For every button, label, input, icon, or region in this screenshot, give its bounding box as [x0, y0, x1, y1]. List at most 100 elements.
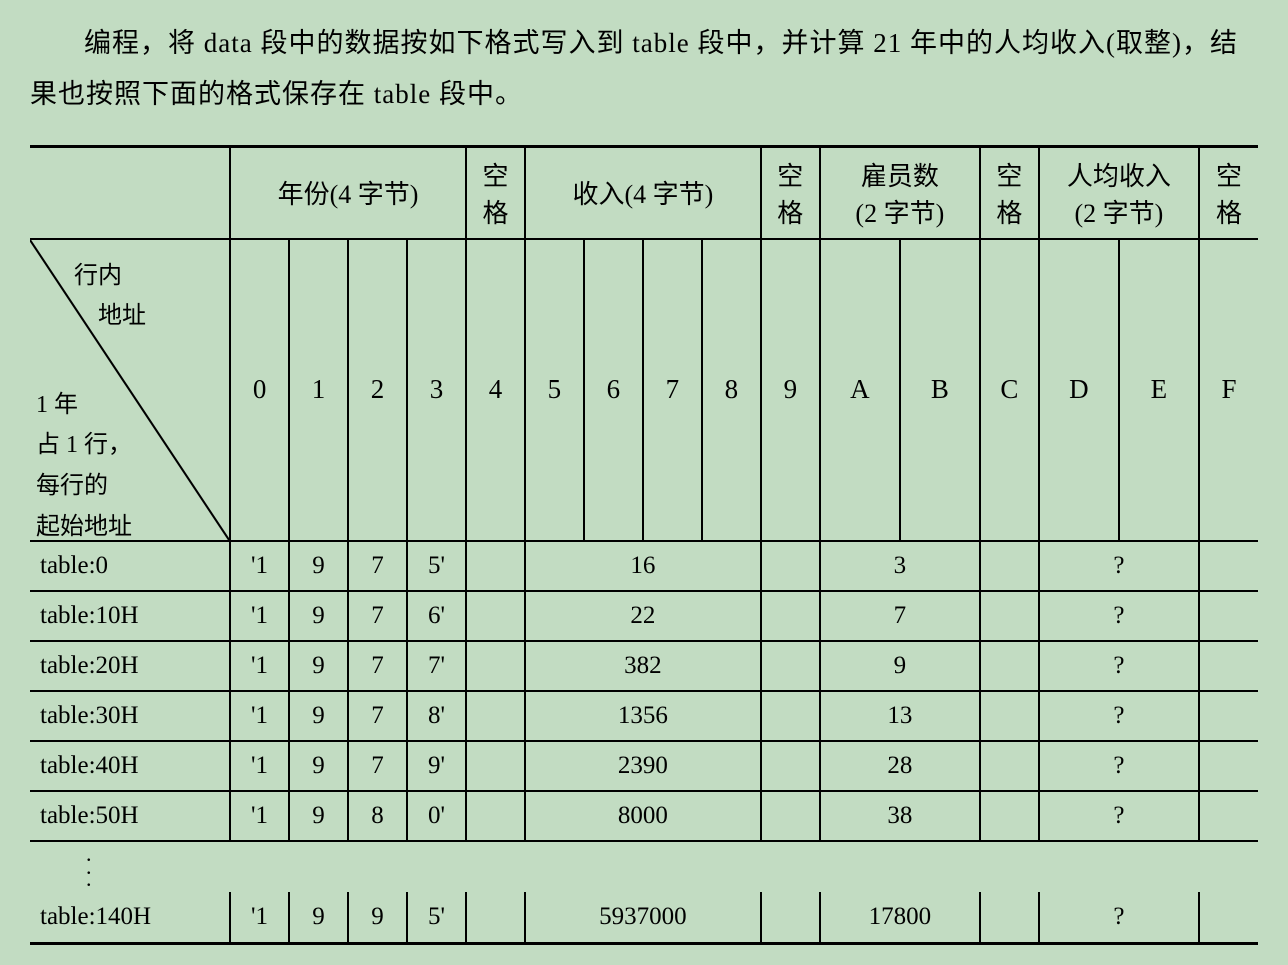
- row-addr: table:140H: [30, 892, 230, 944]
- percapita-cell: ?: [1039, 691, 1199, 741]
- hdr-space-2: 空格: [761, 146, 820, 239]
- space-cell: [980, 591, 1039, 641]
- table-row: table:40H '1 9 7 9' 2390 28 ?: [30, 741, 1258, 791]
- table-row: table:10H '1 9 7 6' 22 7 ?: [30, 591, 1258, 641]
- space-cell: [980, 892, 1039, 944]
- col-D: D: [1039, 239, 1119, 541]
- table-row: table:20H '1 9 7 7' 382 9 ?: [30, 641, 1258, 691]
- year-byte: 9: [289, 791, 348, 841]
- income-cell: 1356: [525, 691, 761, 741]
- employees-cell: 13: [820, 691, 980, 741]
- year-byte: 7: [348, 641, 407, 691]
- percapita-cell: ?: [1039, 591, 1199, 641]
- space-cell: [761, 741, 820, 791]
- ellipsis-row: ...: [30, 841, 1258, 892]
- col-A: A: [820, 239, 900, 541]
- employees-cell: 3: [820, 541, 980, 591]
- space-cell: [1199, 541, 1258, 591]
- space-cell: [761, 691, 820, 741]
- space-cell: [466, 641, 525, 691]
- space-cell: [761, 791, 820, 841]
- year-byte: 5': [407, 541, 466, 591]
- hdr-space-4: 空格: [1199, 146, 1258, 239]
- income-cell: 22: [525, 591, 761, 641]
- income-cell: 5937000: [525, 892, 761, 944]
- percapita-cell: ?: [1039, 541, 1199, 591]
- space-cell: [1199, 892, 1258, 944]
- col-4: 4: [466, 239, 525, 541]
- percapita-cell: ?: [1039, 641, 1199, 691]
- year-byte: 9: [289, 641, 348, 691]
- diag-bot2: 占 1 行，: [36, 432, 132, 458]
- col-9: 9: [761, 239, 820, 541]
- space-cell: [761, 541, 820, 591]
- space-cell: [1199, 591, 1258, 641]
- table-row: table:140H '1 9 9 5' 5937000 17800 ?: [30, 892, 1258, 944]
- hdr-income: 收入(4 字节): [525, 146, 761, 239]
- year-byte: 6': [407, 591, 466, 641]
- year-byte: 9': [407, 741, 466, 791]
- col-B: B: [900, 239, 980, 541]
- year-byte: 9: [289, 741, 348, 791]
- col-C: C: [980, 239, 1039, 541]
- year-byte: 8: [348, 791, 407, 841]
- row-addr: table:30H: [30, 691, 230, 741]
- row-addr: table:50H: [30, 791, 230, 841]
- year-byte: '1: [230, 741, 289, 791]
- col-E: E: [1119, 239, 1199, 541]
- space-cell: [1199, 691, 1258, 741]
- space-cell: [1199, 791, 1258, 841]
- col-0: 0: [230, 239, 289, 541]
- space-cell: [466, 691, 525, 741]
- year-byte: '1: [230, 892, 289, 944]
- space-cell: [1199, 641, 1258, 691]
- year-byte: 7: [348, 741, 407, 791]
- employees-cell: 17800: [820, 892, 980, 944]
- employees-cell: 7: [820, 591, 980, 641]
- year-byte: 9: [289, 541, 348, 591]
- space-cell: [761, 641, 820, 691]
- year-byte: 9: [289, 691, 348, 741]
- col-3: 3: [407, 239, 466, 541]
- col-8: 8: [702, 239, 761, 541]
- row-addr: table:0: [30, 541, 230, 591]
- space-cell: [1199, 741, 1258, 791]
- header-row-groups: 年份(4 字节) 空格 收入(4 字节) 空格 雇员数(2 字节) 空格 人均收…: [30, 146, 1258, 239]
- hdr-year: 年份(4 字节): [230, 146, 466, 239]
- income-cell: 8000: [525, 791, 761, 841]
- table-row: table:50H '1 9 8 0' 8000 38 ?: [30, 791, 1258, 841]
- income-cell: 16: [525, 541, 761, 591]
- space-cell: [466, 541, 525, 591]
- space-cell: [980, 791, 1039, 841]
- col-5: 5: [525, 239, 584, 541]
- year-byte: 9: [348, 892, 407, 944]
- space-cell: [980, 641, 1039, 691]
- year-byte: '1: [230, 791, 289, 841]
- space-cell: [761, 591, 820, 641]
- hdr-space-1: 空格: [466, 146, 525, 239]
- space-cell: [466, 892, 525, 944]
- year-byte: '1: [230, 541, 289, 591]
- year-byte: 9: [289, 892, 348, 944]
- income-cell: 2390: [525, 741, 761, 791]
- percapita-cell: ?: [1039, 791, 1199, 841]
- year-byte: 7': [407, 641, 466, 691]
- row-addr: table:40H: [30, 741, 230, 791]
- col-1: 1: [289, 239, 348, 541]
- income-cell: 382: [525, 641, 761, 691]
- year-byte: '1: [230, 591, 289, 641]
- year-byte: 7: [348, 591, 407, 641]
- table-row: table:0 '1 9 7 5' 16 3 ?: [30, 541, 1258, 591]
- diag-bot3: 每行的: [36, 473, 108, 499]
- diag-top2: 地址: [98, 303, 146, 329]
- year-byte: '1: [230, 691, 289, 741]
- space-cell: [466, 741, 525, 791]
- layout-table: 年份(4 字节) 空格 收入(4 字节) 空格 雇员数(2 字节) 空格 人均收…: [30, 145, 1258, 945]
- year-byte: 0': [407, 791, 466, 841]
- row-addr: table:20H: [30, 641, 230, 691]
- diag-bot4: 起始地址: [36, 514, 132, 540]
- diag-top1: 行内: [74, 263, 122, 289]
- col-F: F: [1199, 239, 1258, 541]
- employees-cell: 28: [820, 741, 980, 791]
- intro-text: 编程，将 data 段中的数据按如下格式写入到 table 段中，并计算 21 …: [30, 18, 1258, 121]
